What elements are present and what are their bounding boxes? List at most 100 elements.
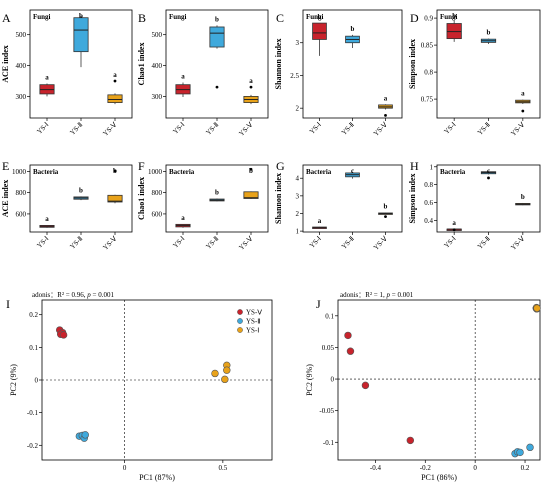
box [107, 94, 123, 103]
annotation-suffix: = 0.001 [91, 291, 115, 299]
outlier-point [487, 176, 490, 180]
x-tick-label: YS-Ⅱ [476, 235, 492, 251]
y-tick-label: 1000 [148, 168, 163, 176]
panel-g: G Bacteria 1 2 3 4 Shannon index a YS-Ⅰ c YS-Ⅱ b YS-… [274, 159, 403, 252]
outlier-point [384, 215, 387, 219]
box [73, 17, 89, 53]
panel-letter: I [6, 297, 10, 311]
data-point [361, 381, 370, 390]
data-point [346, 347, 355, 355]
panel-letter: D [410, 11, 419, 25]
x-tick-label: -0.4 [370, 464, 382, 472]
x-tick-label: YS-Ⅴ [101, 121, 118, 138]
y-tick-label: 0.75 [421, 96, 434, 104]
x-tick-label: YS-Ⅴ [509, 235, 526, 252]
x-tick-label: YS-Ⅰ [171, 121, 186, 136]
panel-a: A Fungi 300 400 500 ACE index a YS-Ⅰ b YS-Ⅱ a YS-Ⅴ [1, 9, 133, 138]
x-tick-label: YS-Ⅱ [204, 121, 220, 137]
panel-letter: J [316, 297, 321, 311]
data-point [211, 369, 219, 378]
data-point [526, 443, 534, 452]
group-label: Fungi [33, 13, 51, 21]
y-axis-label: ACE index [1, 45, 10, 83]
outlier-point [113, 169, 117, 173]
y-tick-label: 800 [16, 189, 27, 197]
y-tick-label: 4 [296, 175, 300, 183]
box [446, 23, 462, 40]
y-tick-label: 0.2 [29, 311, 38, 319]
y-tick-label: 1 [296, 228, 300, 236]
y-tick-label: 0 [331, 376, 335, 384]
y-tick-label: 800 [152, 189, 163, 197]
significance-letter: a [181, 73, 185, 81]
panel-h: H Bacteria 0.4 0.6 0.8 1 Simpson index a YS-Ⅰ c YS… [408, 159, 541, 252]
y-axis-label: Shannon index [274, 173, 283, 224]
significance-letter: a [45, 73, 49, 81]
y-tick-label: -0.05 [319, 407, 334, 415]
outlier-point [215, 85, 219, 89]
panel-letter: H [410, 159, 419, 173]
significance-letter: c [351, 167, 354, 175]
x-tick-label: 0 [473, 464, 477, 472]
data-point [223, 366, 231, 374]
significance-letter: b [521, 193, 525, 201]
x-tick-label: YS-Ⅴ [237, 235, 254, 252]
panel-d: D Fungi 0.75 0.8 0.85 0.9 Simpson index b YS-Ⅰ b Y… [408, 9, 541, 138]
y-tick-label: 0.8 [424, 69, 433, 77]
significance-letter: a [452, 219, 456, 227]
y-tick-label: 0 [35, 377, 39, 385]
y-axis-label: Chao1 index [137, 43, 146, 86]
y-tick-label: 2 [296, 210, 300, 218]
significance-letter: a [384, 94, 388, 102]
annotation-suffix: = 0.001 [390, 291, 414, 299]
y-tick-label: 600 [16, 210, 27, 218]
significance-letter: b [384, 203, 388, 211]
y-tick-label: 0.4 [424, 217, 433, 225]
y-tick-label: -0.1 [27, 409, 39, 417]
outlier-point [384, 113, 387, 117]
x-tick-label: YS-Ⅰ [171, 235, 186, 250]
y-axis-label: Chao1 index [137, 177, 146, 220]
x-tick-label: YS-Ⅴ [237, 121, 254, 138]
significance-letter: b [487, 29, 491, 37]
annotation-prefix: adonis：R² = 1, [340, 291, 387, 299]
legend-label: YS-Ⅱ [246, 318, 261, 326]
panel-letter: F [138, 159, 145, 173]
y-tick-label: 0.6 [424, 199, 433, 207]
outlier-point [249, 167, 253, 171]
x-tick-label: YS-Ⅰ [442, 235, 457, 250]
y-axis-label: Shannon index [274, 39, 283, 90]
box [312, 22, 327, 40]
y-tick-label: 3 [296, 39, 300, 47]
significance-letter: b [215, 15, 219, 23]
y-tick-label: 500 [16, 31, 27, 39]
outlier-point [452, 228, 456, 232]
group-label: Fungi [440, 13, 458, 21]
data-point [516, 448, 524, 457]
x-tick-label: YS-Ⅱ [340, 235, 356, 251]
outlier-point [249, 85, 253, 89]
y-tick-label: 0.8 [424, 181, 433, 189]
y-tick-label: 0.05 [322, 344, 335, 352]
y-tick-label: 300 [16, 93, 27, 101]
y-tick-label: 1 [430, 163, 434, 171]
outlier-point [521, 109, 525, 113]
y-tick-label: -0.1 [323, 439, 335, 447]
x-tick-label: -0.2 [420, 464, 432, 472]
significance-letter: b [351, 25, 355, 33]
x-tick-label: YS-Ⅴ [101, 235, 118, 252]
panel-letter: G [276, 159, 285, 173]
x-tick-label: 0 [123, 464, 127, 472]
panel-letter: B [138, 11, 146, 25]
x-tick-label: YS-Ⅰ [442, 121, 457, 136]
y-tick-label: 400 [16, 62, 27, 70]
box [243, 191, 259, 199]
panel-letter: E [2, 159, 9, 173]
y-tick-label: 0.1 [29, 344, 38, 352]
significance-letter: a [113, 71, 117, 79]
x-tick-label: YS-Ⅱ [476, 121, 492, 137]
